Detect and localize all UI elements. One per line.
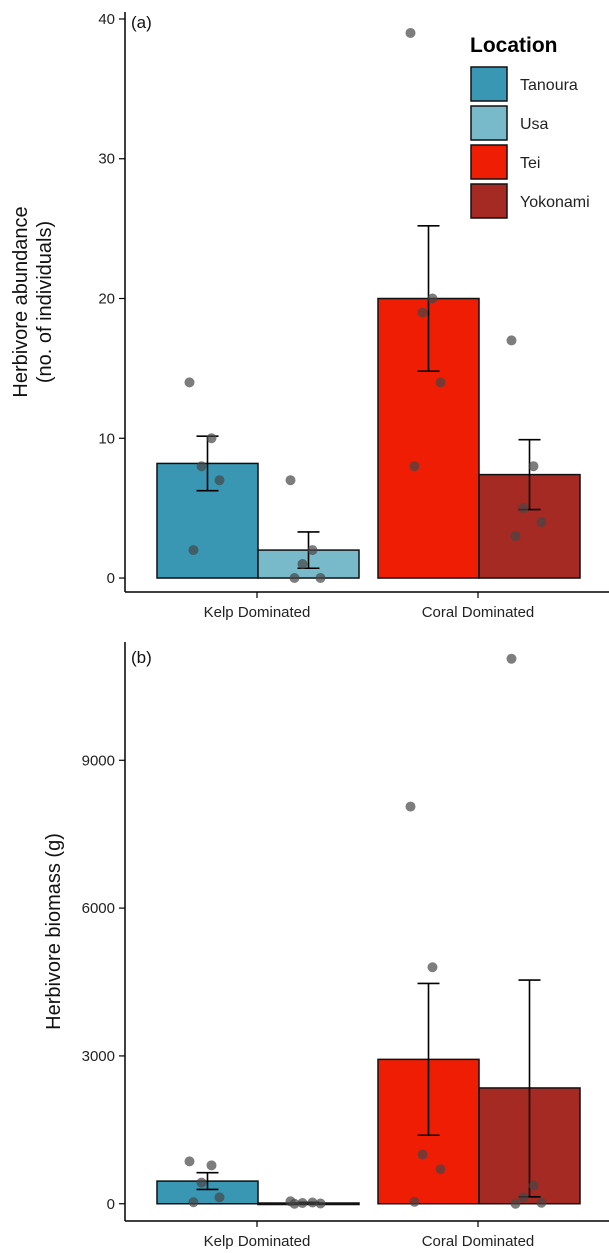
- data-point: [529, 1181, 539, 1191]
- legend-label: Tei: [520, 155, 540, 172]
- data-point: [406, 802, 416, 812]
- data-point: [197, 1178, 207, 1188]
- panel-label: (b): [131, 648, 152, 667]
- data-point: [406, 28, 416, 38]
- chart-panel-1: 0 10 20 30 40 Kelp Dominated Coral Dominated He…: [10, 11, 609, 621]
- data-point: [286, 475, 296, 485]
- y-axis-title: Herbivore abundance (no. of individuals): [10, 206, 56, 397]
- data-point: [308, 545, 318, 555]
- legend-label: Usa: [520, 116, 549, 133]
- data-point: [410, 1197, 420, 1207]
- legend-swatch: [471, 184, 507, 218]
- data-point: [207, 433, 217, 443]
- data-point: [529, 461, 539, 471]
- data-point: [507, 335, 517, 345]
- legend-swatch: [471, 67, 507, 101]
- y-tick-label: 30: [98, 151, 115, 168]
- y-axis-title: Herbivore biomass (g): [43, 833, 65, 1030]
- data-point: [418, 1149, 428, 1159]
- y-tick-label: 9000: [82, 752, 115, 769]
- data-point: [519, 1192, 529, 1202]
- data-point: [189, 545, 199, 555]
- data-point: [428, 962, 438, 972]
- data-point: [290, 573, 300, 583]
- data-point: [185, 1156, 195, 1166]
- data-point: [290, 1199, 300, 1209]
- data-point: [215, 475, 225, 485]
- data-point: [507, 654, 517, 664]
- y-tick-label: 0: [107, 570, 115, 587]
- y-tick-label: 3000: [82, 1048, 115, 1065]
- data-point: [316, 1199, 326, 1209]
- data-point: [511, 531, 521, 541]
- data-point: [511, 1199, 521, 1209]
- y-axis-title-line: Herbivore abundance: [10, 206, 32, 397]
- legend-swatch: [471, 106, 507, 140]
- y-tick-label: 40: [98, 11, 115, 28]
- legend-label: Yokonami: [520, 194, 590, 211]
- data-point: [215, 1192, 225, 1202]
- y-tick-label: 20: [98, 291, 115, 308]
- legend-swatch: [471, 145, 507, 179]
- panel-label: (a): [131, 13, 152, 32]
- data-point: [537, 1198, 547, 1208]
- data-point: [185, 377, 195, 387]
- data-point: [298, 559, 308, 569]
- data-point: [428, 294, 438, 304]
- data-point: [410, 461, 420, 471]
- chart-panel-2: 0 3000 6000 9000 Kelp Dominated Coral Dominat…: [43, 642, 609, 1250]
- data-point: [436, 377, 446, 387]
- y-axis-title-line: Herbivore biomass (g): [43, 833, 65, 1030]
- data-point: [537, 517, 547, 527]
- y-tick-label: 6000: [82, 900, 115, 917]
- data-point: [418, 307, 428, 317]
- x-tick-label: Coral Dominated: [422, 604, 535, 621]
- legend-label: Tanoura: [520, 77, 578, 94]
- y-tick-label: 10: [98, 430, 115, 447]
- data-point: [316, 573, 326, 583]
- y-tick-label: 0: [107, 1196, 115, 1213]
- data-point: [189, 1197, 199, 1207]
- data-point: [436, 1164, 446, 1174]
- data-point: [207, 1160, 217, 1170]
- x-tick-label: Coral Dominated: [422, 1233, 535, 1250]
- y-axis-title-line: (no. of individuals): [34, 221, 56, 383]
- data-point: [519, 503, 529, 513]
- data-point: [197, 461, 207, 471]
- x-tick-label: Kelp Dominated: [204, 1233, 311, 1250]
- legend: Location Tanoura Usa Tei Yokonami: [470, 34, 590, 218]
- legend-title: Location: [470, 34, 558, 57]
- x-tick-label: Kelp Dominated: [204, 604, 311, 621]
